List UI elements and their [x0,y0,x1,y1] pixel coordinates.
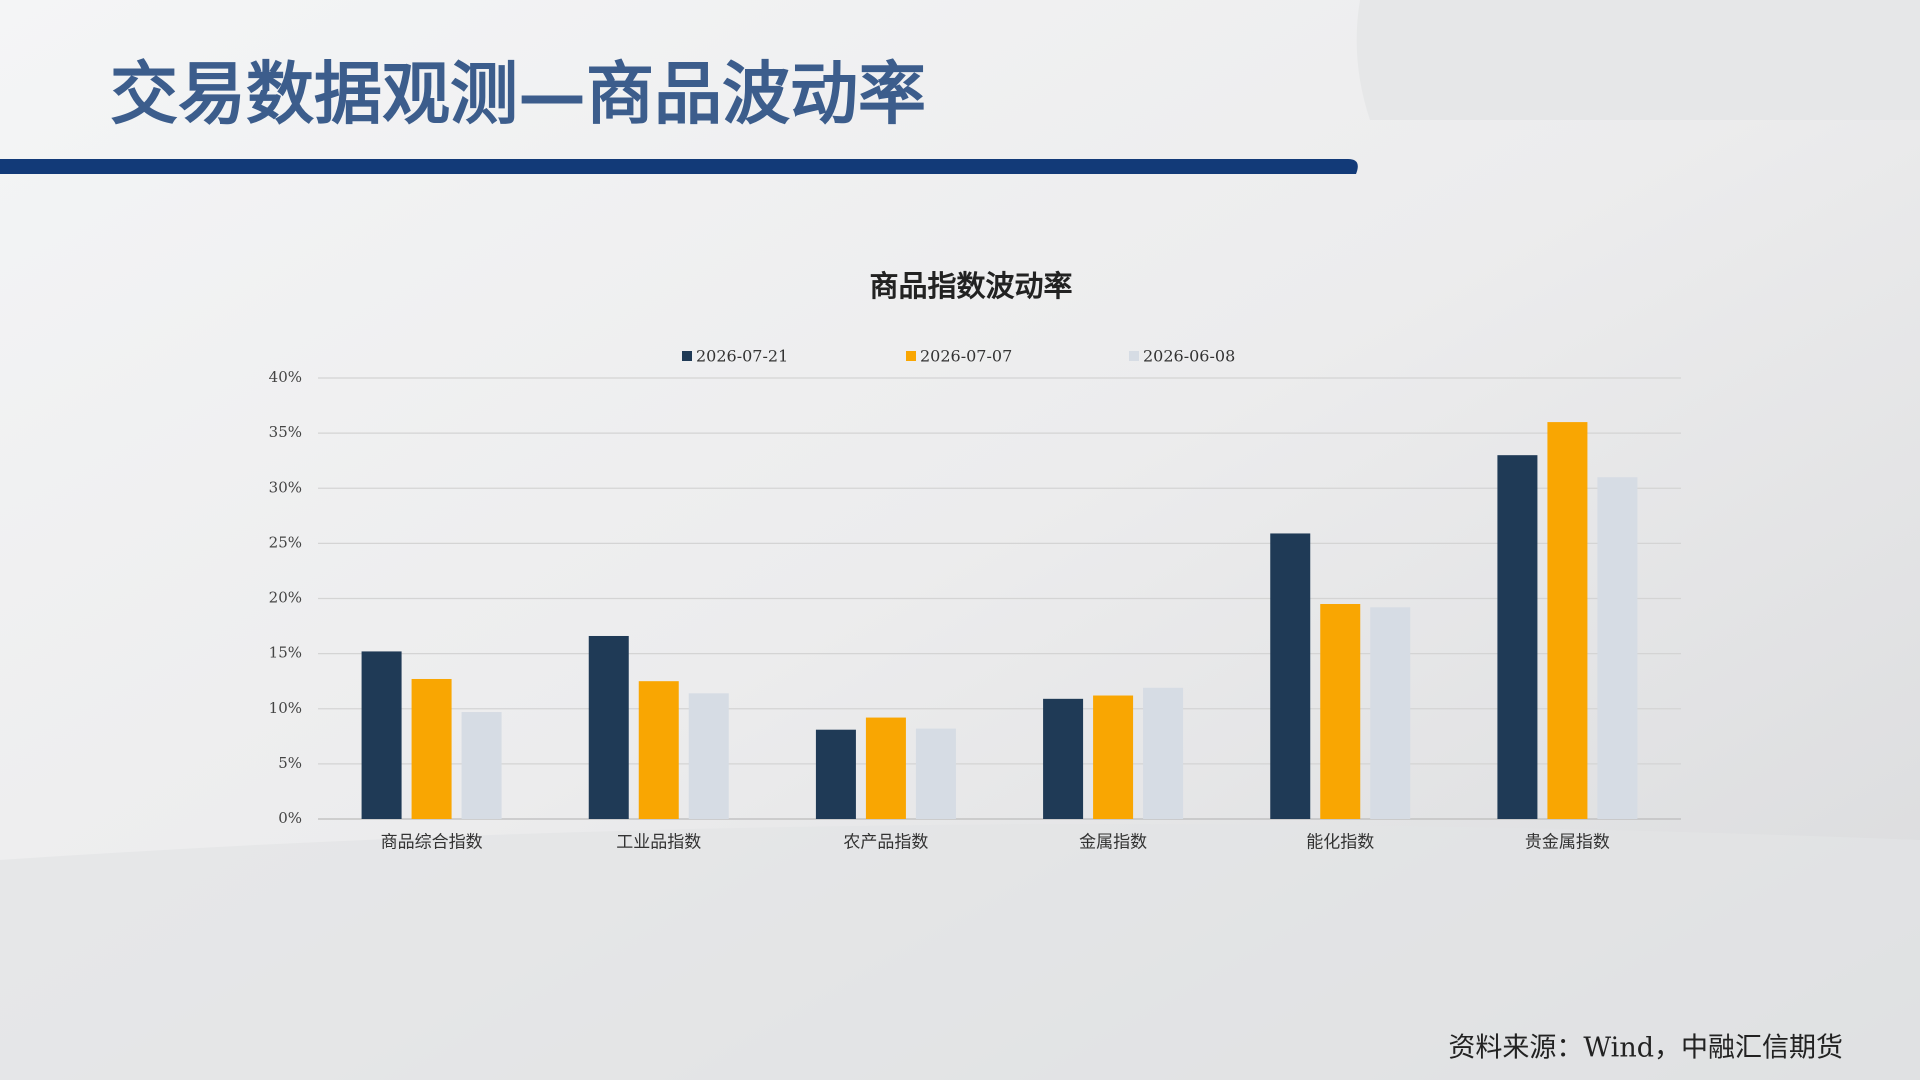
bar [411,678,452,819]
bar [688,693,729,819]
slide-title: 交易数据观测—商品波动率 [110,55,926,135]
y-tick-label: 0% [278,809,302,827]
bar [1270,533,1311,819]
bar [361,651,402,819]
y-tick-label: 15% [269,644,302,662]
legend-label: 2026-07-07 [920,347,1012,366]
x-tick-label: 工业品指数 [616,833,701,853]
y-tick-label: 10% [269,699,302,717]
legend-swatch [906,351,916,361]
y-tick-label: 25% [269,533,302,551]
bar [638,681,679,819]
bar [1043,698,1084,819]
bar [1370,607,1411,819]
x-tick-label: 能化指数 [1306,833,1374,853]
source-note: 资料来源：Wind，中融汇信期货 [1448,1033,1843,1064]
legend-swatch [1129,351,1139,361]
bar [1320,604,1361,819]
bar [1143,687,1184,819]
legend-swatch [682,351,692,361]
header-shade [0,0,1920,120]
x-tick-label: 农产品指数 [843,833,928,853]
bar [461,712,502,819]
y-tick-label: 40% [269,368,302,386]
footer-wave [0,824,1920,1080]
bar [915,728,956,819]
y-tick-label: 5% [278,754,302,772]
x-tick-label: 贵金属指数 [1525,833,1610,853]
bar [1093,695,1134,819]
bar [1597,477,1638,819]
bar [815,729,856,819]
bar [588,635,629,819]
y-tick-label: 30% [269,478,302,496]
plot-area: 0% 5% 10% 15% 20% 25% 30% 35% 40% 2026-07-21 2026-… [269,347,1681,853]
x-tick-label: 金属指数 [1079,833,1147,853]
bar [1497,455,1538,819]
y-tick-label: 20% [269,589,302,607]
chart-title: 商品指数波动率 [869,269,1072,303]
x-tick-label: 商品综合指数 [381,833,483,853]
bar [1547,422,1588,819]
y-tick-label: 35% [269,423,302,441]
legend-label: 2026-06-08 [1143,347,1235,366]
legend-label: 2026-07-21 [696,347,788,366]
bar [865,717,906,819]
header-bar [0,159,1358,174]
